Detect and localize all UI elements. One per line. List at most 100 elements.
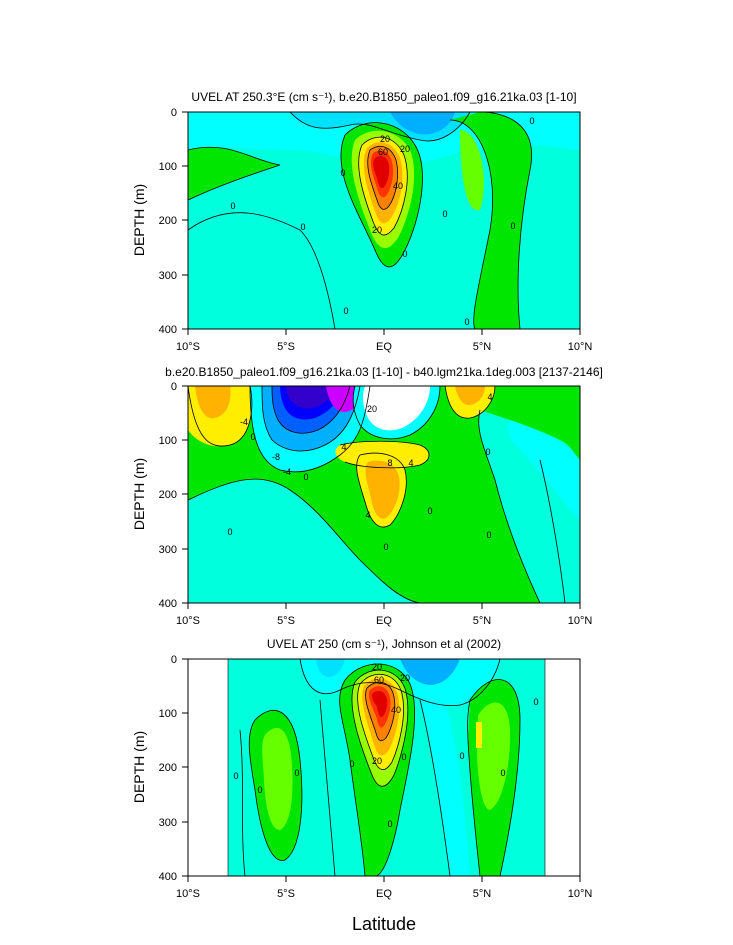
- panel-2-contour-h: [478, 409, 541, 603]
- panel-1-contour-labels: 0 0 0 0 0 0 0 0 0 20 20 20 40 60: [230, 116, 534, 327]
- panel-1-y-tick-label: 200: [159, 215, 177, 227]
- panel-1-x-tick-label: 5°S: [277, 341, 295, 353]
- panel-3-x-tick-label: 5°S: [277, 888, 295, 900]
- panel-2-pos-orange: [365, 460, 400, 519]
- panel-2-band-deep-cyan: [188, 479, 420, 603]
- x-axis-label: Latitude: [352, 914, 416, 934]
- panel-2-title: b.e20.B1850_paleo1.f09_g16.21ka.03 [1-10…: [165, 365, 603, 379]
- panel-1-contour-label: 0: [442, 209, 447, 219]
- panel-1-y-tick-label: 0: [171, 107, 177, 119]
- panel-1-y-tick-label: 100: [159, 161, 177, 173]
- panel-2-contour-label: 0: [303, 472, 308, 482]
- panel-2-band-east-cyan-core: [508, 420, 580, 520]
- panel-1-contour-label: 0: [510, 221, 515, 231]
- panel-1-band-north: [450, 112, 532, 329]
- panel-1-plot-area: [188, 112, 580, 329]
- panel-2-y-tick-label: 200: [159, 489, 177, 501]
- panel-1-contour-label: 20: [372, 225, 382, 235]
- panel-3-contour-label: 60: [374, 675, 384, 685]
- panel-3-east-green-light: [477, 702, 510, 810]
- panel-1-contour-h: [188, 212, 336, 329]
- panel-2-contour-label: 0: [227, 527, 232, 537]
- panel-1-contour-a: [188, 146, 281, 201]
- panel-2-contour-label: 0: [250, 432, 255, 442]
- panel-3-contour-label: 20: [372, 662, 382, 672]
- panel-3-y-axis: 0 100 200 300 400 DEPTH (m): [131, 654, 188, 883]
- panel-3: UVEL AT 250 (cm s⁻¹), Johnson et al (200…: [131, 637, 592, 934]
- panel-2-contour-label: 20: [367, 404, 377, 414]
- panel-1-x-tick-label: 5°N: [473, 341, 492, 353]
- panel-3-x-tick-label: EQ: [376, 888, 392, 900]
- panel-3-band-negative-2: [316, 659, 345, 678]
- panel-1-contour-g: [479, 112, 532, 329]
- panel-1-contour-label: 0: [402, 249, 407, 259]
- panel-3-west-green-light: [262, 727, 293, 830]
- panel-3-x-tick-label: 10°N: [568, 888, 593, 900]
- panel-3-x-tick-label: 10°S: [176, 888, 200, 900]
- panel-1-contour-e: [367, 145, 398, 210]
- panel-1-contour-label: 20: [380, 134, 390, 144]
- panel-2-y-tick-label: 300: [159, 544, 177, 556]
- panel-2-contour-label: -4: [240, 417, 248, 427]
- panel-2-contour-label: 0: [485, 447, 490, 457]
- panel-2-x-axis: 10°S 5°S EQ 5°N 10°N: [176, 603, 592, 627]
- panel-3-contour-label: 0: [500, 768, 505, 778]
- panel-1-y-axis: 0 100 200 300 400 DEPTH (m): [131, 107, 188, 336]
- panel-2-y-tick-label: 100: [159, 435, 177, 447]
- panel-2-contour-a: [188, 478, 421, 603]
- panel-2-west-orange: [195, 386, 231, 419]
- panel-1-contour-label: 40: [393, 181, 403, 191]
- panel-1-x-tick-label: 10°N: [568, 341, 593, 353]
- panel-2-contour-c: [261, 386, 361, 452]
- panel-3-contour-a: [344, 663, 416, 876]
- panel-1-y-axis-label: DEPTH (m): [131, 184, 147, 256]
- panel-3-y-tick-label: 300: [159, 817, 177, 829]
- panel-1-x-tick-label: 10°S: [176, 341, 200, 353]
- panel-1-contour-b: [289, 112, 471, 142]
- panel-2-contour-label: 4: [341, 442, 346, 452]
- panel-2-contour-labels: -4 -4 -8 0 0 0 0 0 0 0 4 4 4 4 8 20: [227, 392, 492, 552]
- panel-2-contour-j: [444, 386, 496, 419]
- panel-2: b.e20.B1850_paleo1.f09_g16.21ka.03 [1-10…: [131, 365, 603, 627]
- panel-1-band-negative-core: [390, 112, 455, 135]
- panel-2-contour-label: 0: [486, 530, 491, 540]
- panel-3-contour-label: 0: [349, 759, 354, 769]
- panel-2-y-axis-label: DEPTH (m): [131, 458, 147, 530]
- panel-3-contour-d: [357, 673, 404, 771]
- panel-2-contour-d: [271, 386, 351, 434]
- panel-1-contour-label: 0: [300, 222, 305, 232]
- panel-1-band-north-core: [460, 130, 484, 211]
- panel-3-contour-label: 20: [400, 673, 410, 683]
- panel-3-y-tick-label: 0: [171, 654, 177, 666]
- panel-2-neg-violet: [286, 386, 336, 409]
- panel-3-contour-e: [365, 681, 396, 742]
- panel-3-y-tick-label: 400: [159, 871, 177, 883]
- panel-3-plot-area: [228, 659, 545, 876]
- panel-1-contour-d: [358, 136, 408, 236]
- panel-2-contour-label: 4: [487, 392, 492, 402]
- panel-2-contour-label: 0: [427, 506, 432, 516]
- panel-1: UVEL AT 250.3°E (cm s⁻¹), b.e20.B1850_pa…: [131, 90, 592, 353]
- panel-1-y-tick-label: 300: [159, 270, 177, 282]
- panel-2-east-orange: [455, 386, 485, 406]
- panel-3-contour-label: 0: [233, 771, 238, 781]
- panel-1-contour-f: [449, 119, 493, 329]
- panel-2-contour-label: 4: [408, 458, 413, 468]
- panel-1-contour-label: 60: [378, 147, 388, 157]
- panel-2-y-tick-label: 400: [159, 598, 177, 610]
- panel-1-contour-label: 0: [230, 201, 235, 211]
- panel-3-euc-core: [371, 691, 388, 717]
- panel-3-contour-g: [469, 679, 521, 876]
- panel-2-x-tick-label: 5°S: [277, 615, 295, 627]
- panel-2-contour-label: -8: [272, 452, 280, 462]
- panel-2-contour-label: -4: [283, 467, 291, 477]
- panel-1-contour-c: [340, 122, 423, 268]
- panel-3-contour-label: 0: [257, 785, 262, 795]
- panel-3-contour-label: 0: [459, 751, 464, 761]
- panel-2-x-tick-label: 10°S: [176, 615, 200, 627]
- panel-3-contour-b: [339, 679, 366, 876]
- panel-2-y-axis: 0 100 200 300 400 DEPTH (m): [131, 381, 188, 610]
- panel-2-contour-i: [188, 386, 253, 447]
- panel-2-contour-f: [339, 440, 430, 469]
- panel-3-contour-k: [239, 729, 246, 876]
